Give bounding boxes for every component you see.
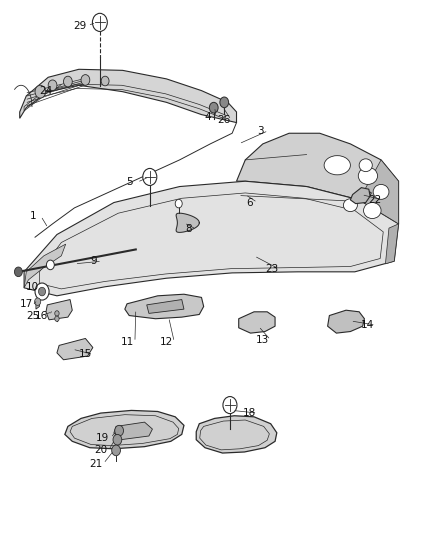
- Circle shape: [55, 316, 59, 321]
- Circle shape: [101, 76, 109, 86]
- Text: 8: 8: [185, 224, 192, 234]
- Circle shape: [223, 397, 237, 414]
- Text: 21: 21: [89, 459, 102, 469]
- Polygon shape: [147, 300, 184, 313]
- Polygon shape: [328, 310, 364, 333]
- Text: 17: 17: [20, 299, 33, 309]
- Text: 9: 9: [91, 256, 98, 266]
- Circle shape: [113, 434, 122, 445]
- Text: 19: 19: [96, 433, 110, 443]
- Text: 12: 12: [160, 337, 173, 347]
- Circle shape: [143, 168, 157, 185]
- Text: 20: 20: [94, 446, 107, 455]
- Text: 23: 23: [265, 264, 278, 274]
- Polygon shape: [125, 294, 204, 319]
- Circle shape: [48, 80, 57, 91]
- Ellipse shape: [324, 156, 350, 175]
- Text: 6: 6: [246, 198, 253, 207]
- Circle shape: [39, 287, 46, 296]
- Polygon shape: [46, 300, 72, 320]
- Circle shape: [220, 97, 229, 108]
- Polygon shape: [196, 416, 277, 453]
- Text: 15: 15: [79, 350, 92, 359]
- Text: 5: 5: [126, 177, 133, 187]
- Ellipse shape: [343, 199, 357, 212]
- Circle shape: [46, 260, 54, 270]
- Circle shape: [92, 13, 107, 31]
- Polygon shape: [350, 188, 370, 204]
- Polygon shape: [114, 422, 152, 440]
- Text: 1: 1: [29, 211, 36, 221]
- Polygon shape: [359, 160, 399, 224]
- Text: 11: 11: [120, 337, 134, 347]
- Circle shape: [35, 283, 49, 300]
- Text: 16: 16: [35, 311, 48, 320]
- Circle shape: [175, 199, 182, 208]
- Ellipse shape: [373, 184, 389, 199]
- Text: 29: 29: [73, 21, 86, 30]
- Text: 3: 3: [257, 126, 264, 135]
- Polygon shape: [24, 244, 66, 288]
- Text: 22: 22: [368, 195, 381, 205]
- Circle shape: [81, 75, 90, 85]
- Polygon shape: [20, 69, 237, 123]
- Text: 24: 24: [39, 86, 53, 95]
- Text: 4: 4: [205, 112, 212, 122]
- Circle shape: [14, 267, 22, 277]
- Circle shape: [209, 102, 218, 113]
- Ellipse shape: [359, 159, 372, 172]
- Text: 10: 10: [26, 282, 39, 292]
- Polygon shape: [36, 300, 39, 309]
- Text: 18: 18: [243, 408, 256, 418]
- Circle shape: [64, 76, 72, 87]
- Circle shape: [112, 445, 120, 456]
- Circle shape: [35, 298, 41, 305]
- Circle shape: [55, 311, 59, 316]
- Polygon shape: [24, 181, 399, 296]
- Circle shape: [115, 425, 124, 436]
- Polygon shape: [385, 224, 399, 264]
- Text: 13: 13: [256, 335, 269, 345]
- Polygon shape: [239, 312, 275, 333]
- Ellipse shape: [358, 167, 378, 184]
- Circle shape: [35, 85, 46, 98]
- Polygon shape: [176, 213, 199, 232]
- Polygon shape: [237, 133, 399, 224]
- Polygon shape: [359, 191, 371, 198]
- Text: 14: 14: [361, 320, 374, 330]
- Polygon shape: [65, 410, 184, 449]
- Polygon shape: [57, 338, 93, 360]
- Text: 26: 26: [217, 115, 230, 125]
- Text: 25: 25: [26, 311, 39, 320]
- Ellipse shape: [364, 203, 381, 219]
